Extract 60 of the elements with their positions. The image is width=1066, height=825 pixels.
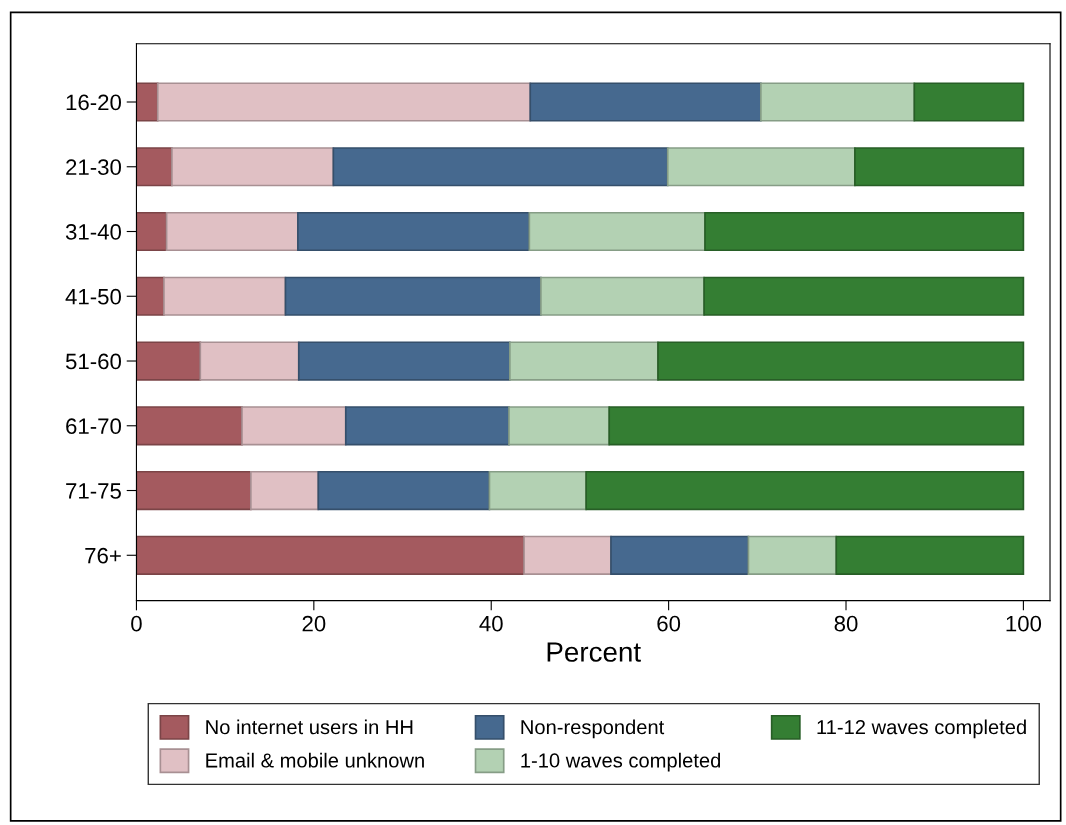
bar (297, 211, 531, 252)
bar (156, 82, 532, 122)
bar (136, 147, 173, 187)
bar (136, 535, 525, 575)
bar (136, 276, 165, 316)
y-tick-label: 41-50 (65, 288, 121, 305)
bar (250, 470, 320, 511)
bar (317, 470, 491, 511)
x-tick-label: 20 (302, 615, 326, 632)
bar (136, 341, 202, 381)
bar (199, 341, 300, 381)
legend-label: 11-12 waves completed (817, 719, 1026, 739)
bar (760, 82, 916, 122)
bar (297, 341, 511, 381)
bar (509, 341, 659, 381)
bar (508, 406, 611, 446)
bar (608, 406, 1025, 446)
bar (835, 535, 1025, 575)
bar (703, 276, 1025, 316)
bar (704, 211, 1025, 252)
bar (523, 535, 612, 575)
legend-label: Non-respondent (521, 719, 665, 739)
bar (657, 341, 1025, 381)
bar (332, 147, 669, 187)
bar (284, 276, 542, 316)
bar (171, 147, 335, 187)
bar (136, 211, 168, 252)
y-tick-label: 21-30 (66, 159, 121, 176)
x-axis-title: Percent (547, 642, 641, 662)
bar (488, 470, 587, 511)
bar (529, 82, 762, 122)
bar (344, 406, 510, 446)
y-tick-label: 51-60 (65, 353, 121, 370)
bar (747, 535, 838, 575)
bar (854, 147, 1025, 187)
y-tick-label: 71-75 (66, 483, 121, 499)
x-tick-label: 80 (834, 615, 858, 632)
bar (913, 82, 1025, 122)
x-tick-label: 100 (1006, 615, 1042, 632)
bar (136, 406, 243, 446)
bar (528, 211, 706, 252)
x-tick-label: 60 (657, 615, 681, 632)
bar (666, 147, 856, 187)
y-tick-label: 61-70 (66, 418, 121, 435)
legend-label: Email & mobile unknown (206, 752, 424, 768)
bar (165, 211, 299, 252)
bar (136, 82, 159, 122)
y-tick-label: 16-20 (66, 94, 121, 111)
x-tick-label: 40 (479, 615, 503, 632)
bar (136, 470, 252, 511)
bar (163, 276, 287, 316)
bar (540, 276, 705, 316)
y-tick-label: 31-40 (65, 224, 121, 240)
bar (610, 535, 750, 575)
bar (585, 470, 1025, 511)
bar (241, 406, 347, 446)
y-tick-label: 76+ (85, 547, 121, 564)
x-tick-label: 0 (131, 615, 142, 632)
legend-label: No internet users in HH (206, 719, 413, 735)
legend-label: 1-10 waves completed (521, 752, 721, 772)
